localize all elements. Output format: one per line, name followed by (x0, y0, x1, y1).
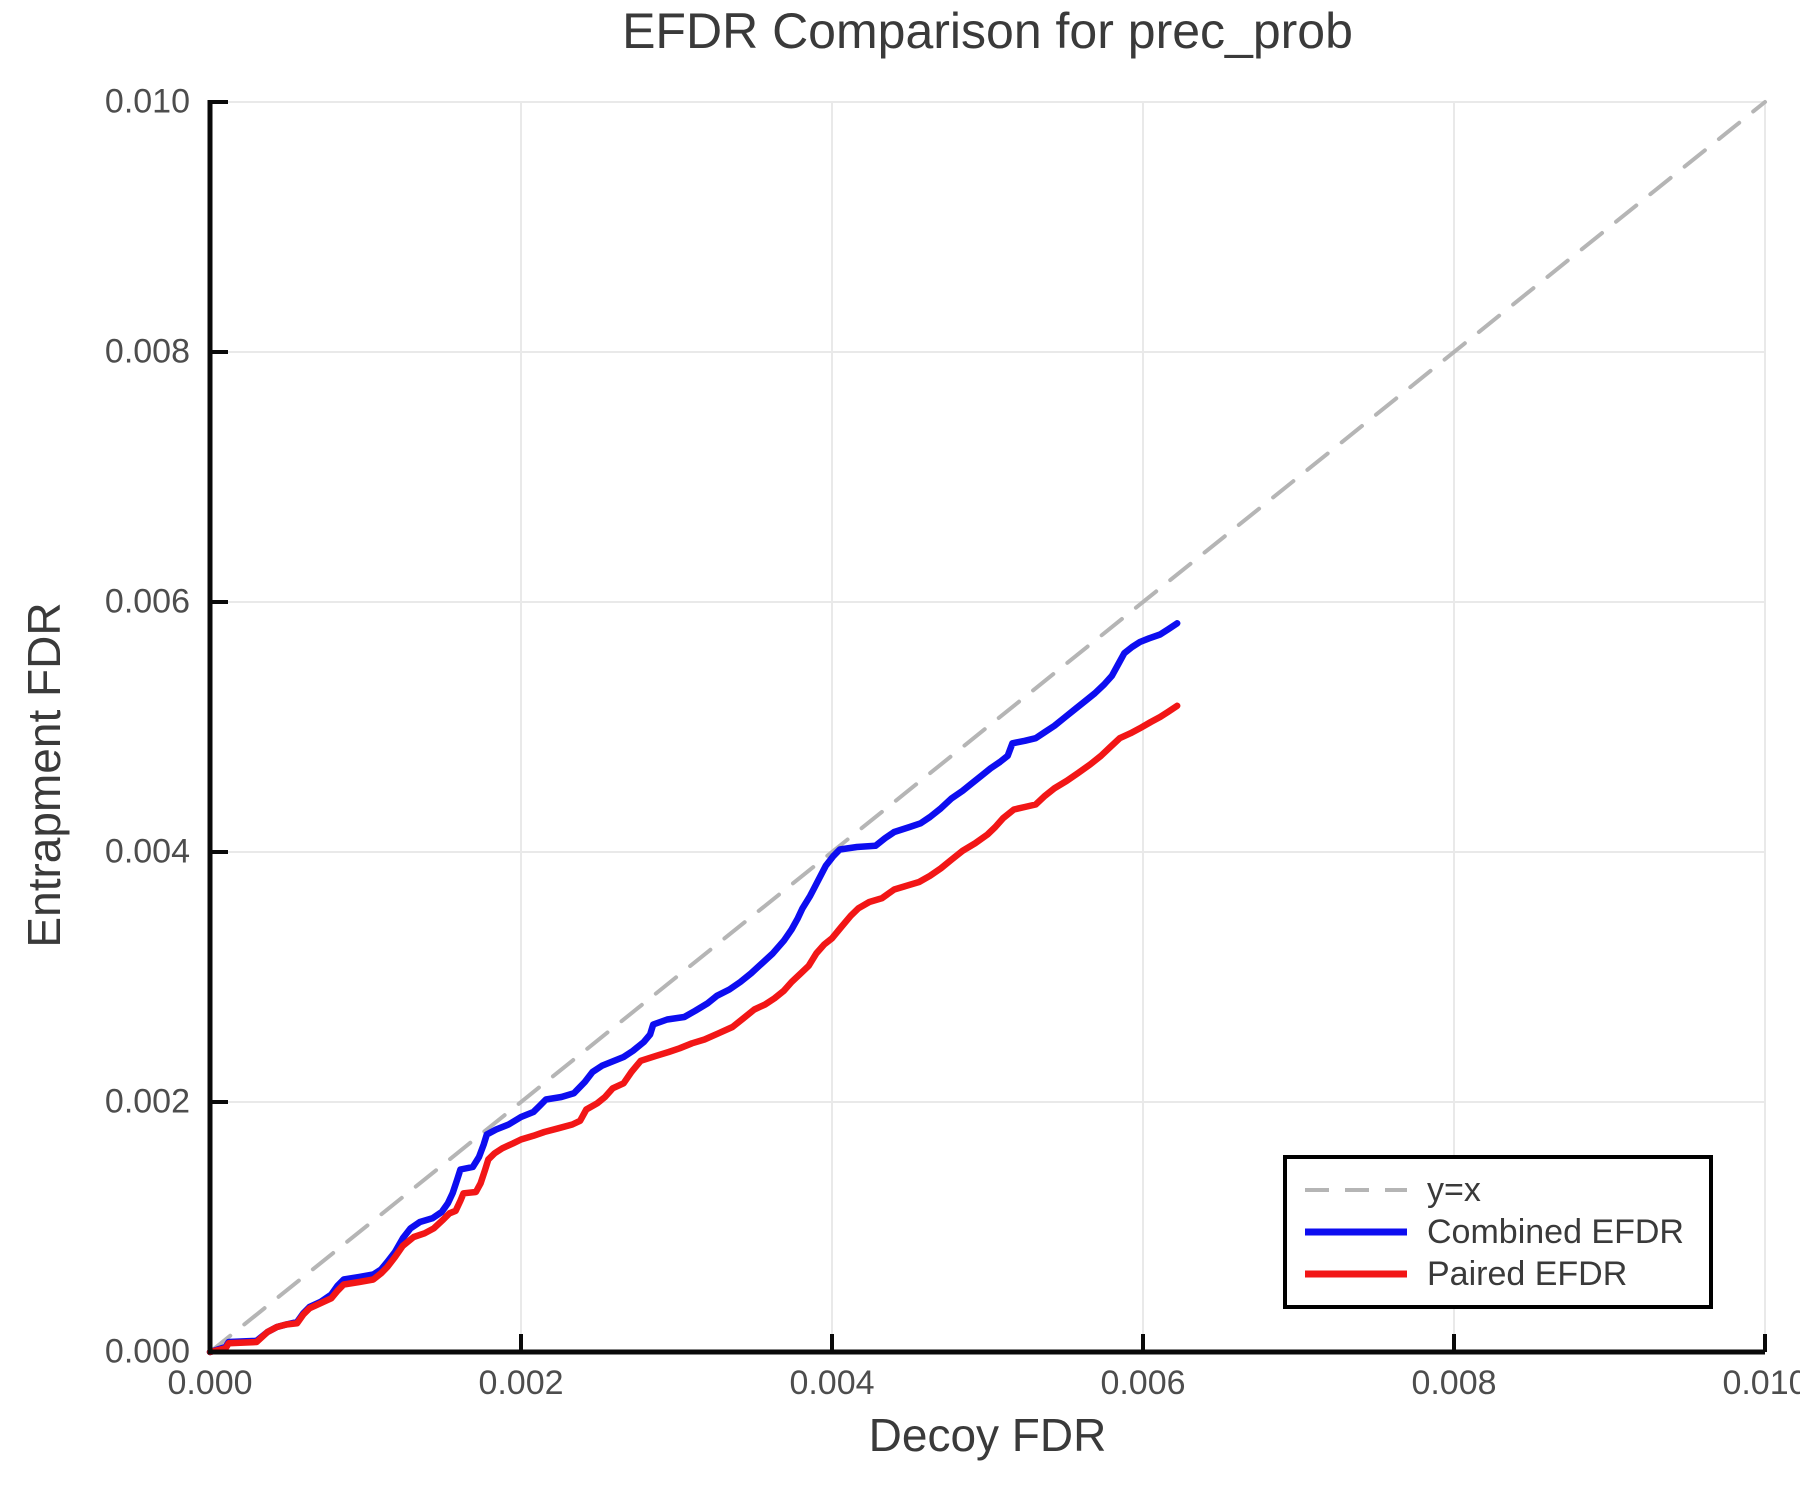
legend-item-combined: Combined EFDR (1301, 1212, 1709, 1252)
y-tick-label: 0.008 (104, 332, 190, 371)
y-tick-label: 0.004 (104, 832, 190, 871)
chart-title: EFDR Comparison for prec_prob (622, 3, 1353, 59)
x-axis-label: Decoy FDR (868, 1409, 1107, 1461)
blue-line-sample-icon (1305, 1228, 1407, 1236)
series-line-0 (208, 100, 1767, 1354)
axes-spines-ticks (207, 100, 1767, 1355)
x-tick-label: 0.008 (1411, 1364, 1497, 1402)
x-tick-label: 0.000 (167, 1364, 253, 1402)
x-tick-label: 0.006 (1100, 1364, 1186, 1402)
y-tick-label: 0.000 (104, 1332, 190, 1371)
legend-label: Paired EFDR (1427, 1254, 1628, 1293)
y-tick-label: 0.006 (104, 582, 190, 621)
series-lines (206, 100, 1767, 1356)
legend-label: Combined EFDR (1427, 1212, 1684, 1251)
legend-item-diagonal: y=x (1301, 1170, 1709, 1210)
x-tick-label: 0.010 (1722, 1364, 1800, 1402)
legend: y=x Combined EFDR Paired EFDR (1283, 1155, 1713, 1309)
legend-item-paired: Paired EFDR (1301, 1254, 1709, 1294)
gridlines (210, 101, 1766, 1352)
legend-label: y=x (1427, 1170, 1481, 1209)
red-line-sample-icon (1305, 1270, 1407, 1278)
y-tick-label: 0.002 (104, 1082, 190, 1121)
x-tick-label: 0.004 (789, 1364, 875, 1402)
series-line-1 (206, 620, 1181, 1356)
y-tick-label: 0.010 (104, 82, 190, 121)
dashed-line-sample-icon (1305, 1188, 1407, 1192)
x-tick-label: 0.002 (478, 1364, 564, 1402)
series-line-2 (206, 702, 1181, 1356)
